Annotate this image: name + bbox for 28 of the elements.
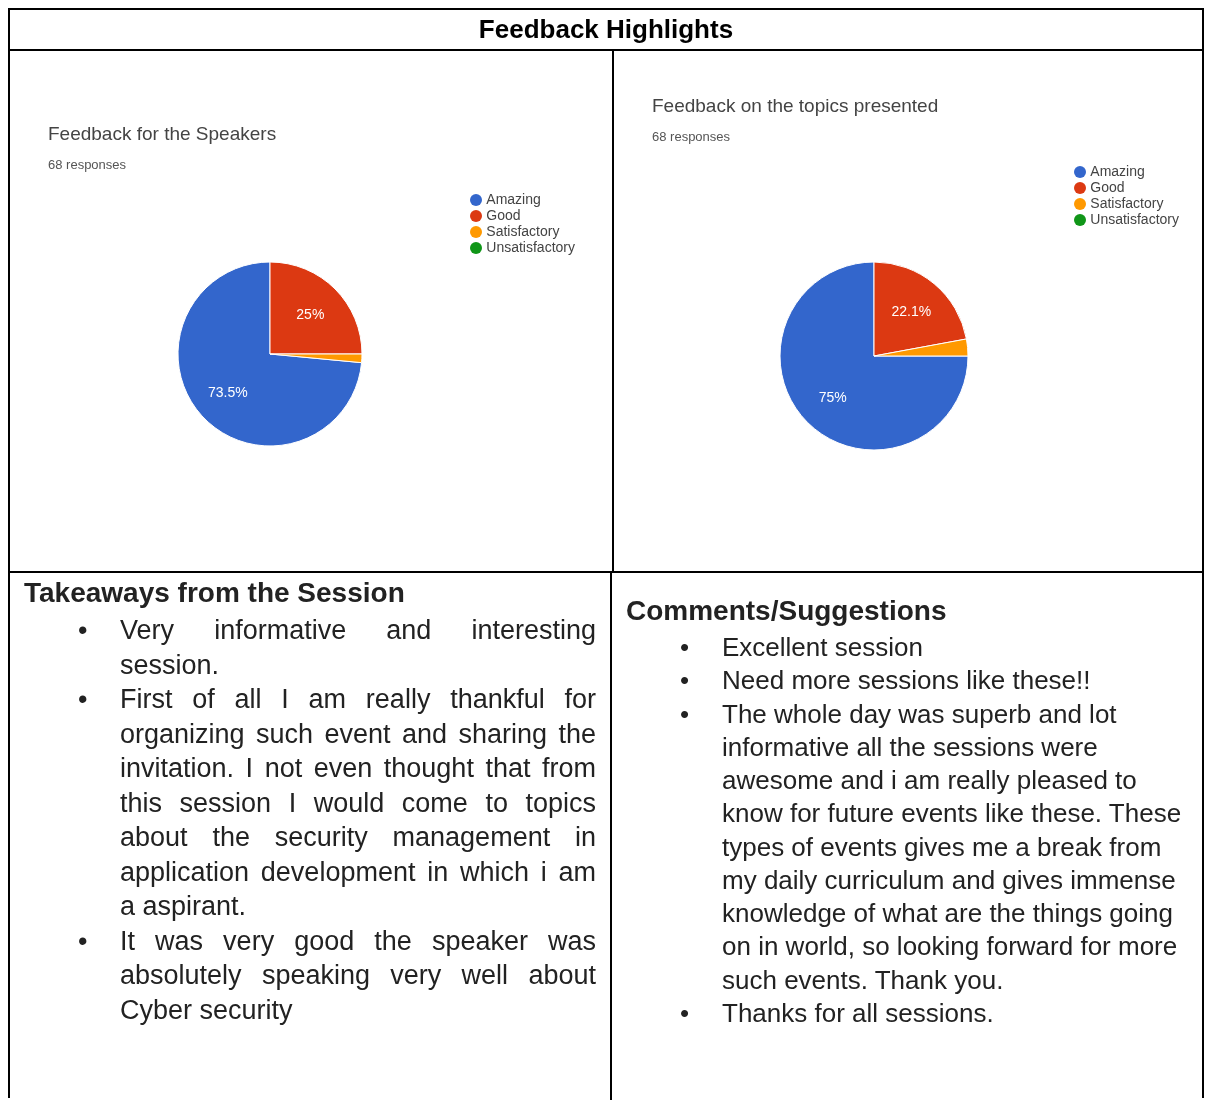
text: • Thanks for all sessions.: [680, 997, 994, 1028]
text: • First of all I am really thankful for organizing such event and sharing the invitation. I not even thought that from this session I would come to topics about the security management in application development in which i am a aspirant.: [78, 684, 596, 922]
text: • Excellent session: [680, 632, 923, 662]
legend-label: Good: [1090, 179, 1125, 195]
pie-slice: [779, 261, 969, 451]
text: • Need more sessions like these!!: [680, 665, 1091, 696]
legend-label: Good: [486, 207, 521, 223]
text: • The whole day was superb and lot informative all the sessions were awesome and i am really pleased to know for future events like these. These types of events gives me a break from my daily curriculum and gives immense knowledge of what are the things going on in world, so looking forward for more such events. Thank you.: [680, 698, 1182, 995]
legend-label: Satisfactory: [486, 223, 560, 239]
chart-title: Feedback on the topics presented: [652, 95, 939, 117]
text: Takeaways from the Session: [24, 577, 406, 609]
text: • Very informative and interesting session.: [78, 615, 596, 680]
text: Feedback Highlights: [10, 10, 1202, 49]
pie-slice: [177, 261, 363, 447]
text: Comments/Suggestions: [626, 595, 948, 627]
data-label: 75%: [818, 389, 847, 406]
legend-label: Satisfactory: [1090, 195, 1164, 211]
legend-label: Unsatisfactory: [1090, 211, 1179, 227]
chart-subtitle: 68 responses: [48, 157, 127, 172]
text: • It was very good the speaker was absolutely speaking very well about Cyber security: [78, 925, 596, 1026]
chart-subtitle: 68 responses: [652, 129, 731, 144]
legend-label: Unsatisfactory: [486, 239, 575, 255]
data-label: 73.5%: [207, 384, 248, 401]
data-label: 25%: [296, 305, 325, 322]
data-label: 22.1%: [891, 303, 932, 320]
legend-label: Amazing: [1090, 163, 1145, 179]
legend-label: Amazing: [486, 191, 541, 207]
chart-title: Feedback for the Speakers: [48, 123, 277, 145]
